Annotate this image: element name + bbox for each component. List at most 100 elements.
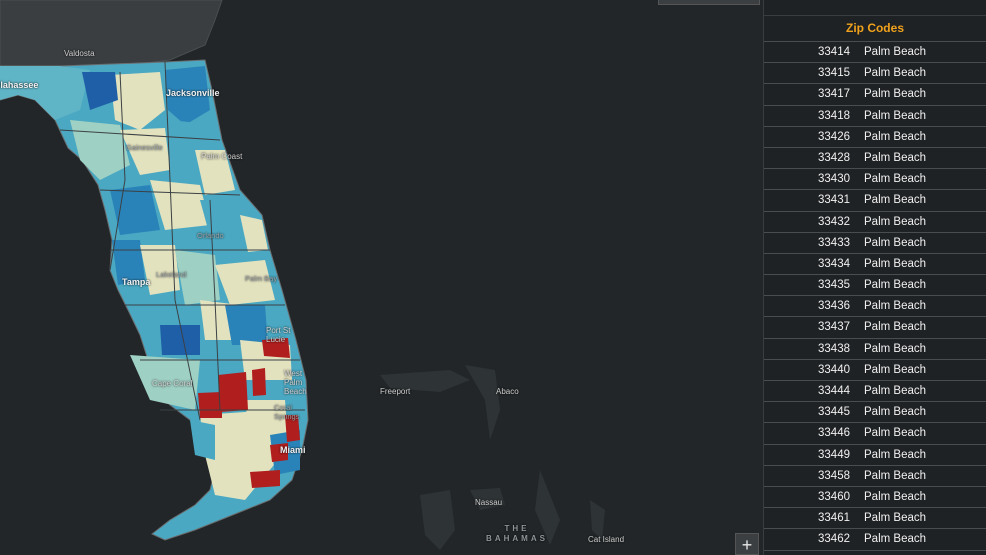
zip-code-list[interactable]: 33414 Palm Beach 33415 Palm Beach 33417 Palm …	[764, 42, 986, 551]
zip-code-city: Palm Beach	[864, 194, 927, 207]
zip-code-row[interactable]: 33435 Palm Beach	[764, 275, 986, 297]
alert-region-6	[250, 470, 280, 488]
zip-code-city: Palm Beach	[864, 427, 927, 440]
zip-code-row[interactable]: 33449 Palm Beach	[764, 445, 986, 466]
zip-code-row[interactable]: 33431 Palm Beach	[764, 190, 986, 212]
zip-code-city: Palm Beach	[864, 469, 927, 482]
zip-code-panel: Zip Codes 33414 Palm Beach 33415 Palm Beach…	[763, 0, 986, 555]
zip-code-value: 33436	[818, 300, 850, 313]
zip-code-city: Palm Beach	[864, 321, 927, 334]
zoom-in-button[interactable]: +	[735, 533, 759, 555]
zip-code-value: 33445	[818, 406, 850, 419]
zip-code-row[interactable]: 33446 Palm Beach	[764, 423, 986, 445]
zip-code-city: Palm Beach	[864, 279, 927, 292]
zip-code-value: 33444	[818, 385, 850, 397]
zip-code-value: 33446	[818, 427, 850, 440]
zip-code-city: Palm Beach	[864, 215, 927, 228]
region-mid-4	[200, 200, 255, 255]
zip-code-value: 33426	[818, 130, 850, 143]
zip-code-row[interactable]: 33440 Palm Beach	[764, 360, 986, 381]
zip-code-row[interactable]: 33461 Palm Beach	[764, 508, 986, 530]
zip-code-row[interactable]: 33433 Palm Beach	[764, 233, 986, 254]
zip-code-row[interactable]: 33434 Palm Beach	[764, 254, 986, 276]
map-label-orlando: Orlando	[197, 231, 224, 240]
zip-code-row[interactable]: 33438 Palm Beach	[764, 339, 986, 360]
zip-code-city: Palm Beach	[864, 257, 927, 270]
zip-code-row[interactable]: 33430 Palm Beach	[764, 169, 986, 191]
zip-code-row[interactable]: 33417 Palm Beach	[764, 84, 986, 106]
zip-code-row[interactable]: 33426 Palm Beach	[764, 127, 986, 148]
zip-code-row[interactable]: 33432 Palm Beach	[764, 212, 986, 233]
zip-code-value: 33437	[818, 321, 850, 334]
zip-code-value: 33461	[818, 512, 850, 525]
zip-code-value: 33428	[818, 151, 850, 164]
map-canvas[interactable]	[0, 0, 763, 555]
zip-code-value: 33418	[818, 109, 850, 122]
zip-code-city: Palm Beach	[864, 130, 927, 143]
zip-code-city: Palm Beach	[864, 151, 927, 164]
map-label-gainesville: Gainesville	[126, 143, 163, 152]
zip-code-row[interactable]: 33414 Palm Beach	[764, 42, 986, 64]
zip-code-value: 33440	[818, 363, 850, 376]
map-toolbar-control[interactable]	[658, 0, 760, 5]
map-label-bahamas-line2: BAHAMAS	[486, 534, 548, 543]
alert-region-3	[198, 392, 222, 418]
zip-code-city: Palm Beach	[864, 300, 927, 313]
bahamas-islands	[380, 365, 605, 550]
zip-code-city: Palm Beach	[864, 46, 927, 58]
zip-code-row[interactable]: 33415 Palm Beach	[764, 63, 986, 85]
region-mid-6	[190, 420, 215, 460]
georgia-land	[0, 0, 223, 67]
zip-code-value: 33460	[818, 490, 850, 503]
map-label-valdosta: Valdosta	[64, 49, 95, 58]
zip-code-value: 33431	[818, 194, 850, 207]
alert-region-5	[285, 415, 300, 442]
map-label-palm-bay: Palm Bay	[245, 274, 278, 283]
zip-code-value: 33434	[818, 257, 850, 270]
zip-code-value: 33435	[818, 279, 850, 292]
zip-code-city: Palm Beach	[864, 406, 927, 419]
map-label-cape-coral: Cape Coral	[152, 379, 193, 388]
region-high-4	[160, 325, 200, 355]
map-label-bahamas: THE BAHAMAS	[486, 524, 548, 544]
region-high-1	[82, 72, 118, 110]
zip-code-row[interactable]: 33428 Palm Beach	[764, 148, 986, 170]
zip-code-city: Palm Beach	[864, 363, 927, 376]
map-label-cat-island: Cat Island	[588, 535, 625, 544]
map-label-jacksonville: Jacksonville	[166, 88, 220, 98]
map-view[interactable]: Valdosta Tallahassee Jacksonville Gaines…	[0, 0, 763, 555]
region-high-2	[165, 66, 210, 125]
zip-code-row[interactable]: 33444 Palm Beach	[764, 381, 986, 403]
region-low-5	[240, 215, 268, 252]
alert-region-4	[252, 368, 266, 396]
zip-code-value: 33458	[818, 469, 850, 482]
map-label-miami: Miami	[280, 445, 306, 455]
panhandle-region	[0, 66, 90, 120]
zip-code-city: Palm Beach	[864, 88, 927, 101]
region-low-1	[110, 72, 165, 130]
zip-code-row[interactable]: 33460 Palm Beach	[764, 487, 986, 509]
map-label-lakeland: Lakeland	[156, 270, 187, 279]
zip-code-row[interactable]: 33437 Palm Beach	[764, 317, 986, 339]
zip-code-row[interactable]: 33418 Palm Beach	[764, 106, 986, 127]
zip-code-city: Palm Beach	[864, 173, 927, 186]
map-label-nassau: Nassau	[475, 498, 503, 507]
region-high-3	[112, 240, 145, 285]
map-label-abaco: Abaco	[496, 387, 519, 396]
zip-code-city: Palm Beach	[864, 385, 927, 397]
map-label-freeport: Freeport	[380, 387, 411, 396]
zip-code-row[interactable]: 33436 Palm Beach	[764, 296, 986, 318]
zip-code-value: 33430	[818, 173, 850, 186]
map-label-palm-coast: Palm Coast	[201, 152, 243, 161]
zip-code-city: Palm Beach	[864, 342, 927, 355]
zip-code-value: 33414	[818, 46, 850, 58]
map-label-tampa: Tampa	[122, 277, 151, 287]
zip-code-value: 33432	[818, 215, 850, 228]
zip-code-value: 33438	[818, 342, 850, 355]
zip-code-city: Palm Beach	[864, 490, 927, 503]
zip-code-value: 33417	[818, 88, 850, 101]
zip-code-row[interactable]: 33458 Palm Beach	[764, 466, 986, 487]
zip-code-row[interactable]: 33462 Palm Beach	[764, 529, 986, 551]
alert-region-2	[218, 372, 248, 412]
zip-code-row[interactable]: 33445 Palm Beach	[764, 402, 986, 424]
